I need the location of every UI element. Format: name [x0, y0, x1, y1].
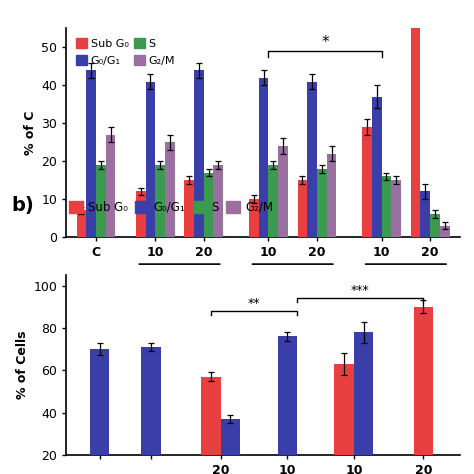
Bar [327, 154, 337, 237]
Bar [278, 146, 288, 237]
Bar [392, 180, 401, 237]
Bar [194, 70, 204, 237]
Text: (μM): (μM) [389, 298, 422, 310]
Bar [141, 347, 161, 474]
Bar [362, 127, 372, 237]
Y-axis label: % of Cells: % of Cells [16, 331, 29, 399]
Bar [411, 0, 420, 237]
Bar [204, 173, 213, 237]
Bar [155, 165, 165, 237]
Text: *: * [321, 35, 329, 50]
Bar [86, 70, 96, 237]
Text: **: ** [248, 297, 260, 310]
Bar [106, 135, 115, 237]
Text: LCA-Tam-DMAP: LCA-Tam-DMAP [356, 277, 456, 290]
Bar [440, 226, 449, 237]
Bar [317, 169, 327, 237]
Bar [201, 377, 221, 474]
Bar [278, 337, 297, 474]
Bar [249, 199, 259, 237]
Bar [372, 97, 382, 237]
Bar [354, 332, 373, 474]
Bar [221, 419, 240, 474]
Bar [213, 165, 223, 237]
Bar [90, 349, 109, 474]
Bar [382, 176, 392, 237]
Bar [77, 210, 86, 237]
Legend: Sub G₀, G₀/G₁, S, G₂/M: Sub G₀, G₀/G₁, S, G₂/M [72, 34, 180, 70]
Bar [307, 82, 317, 237]
Bar [420, 191, 430, 237]
Text: (μM): (μM) [163, 298, 196, 310]
Bar [298, 180, 307, 237]
Text: (μM): (μM) [276, 298, 310, 310]
Bar [146, 82, 155, 237]
Legend: Sub G₀, G₀/G₁, S, G₂/M: Sub G₀, G₀/G₁, S, G₂/M [64, 196, 278, 219]
Text: LCA-DMAP: LCA-DMAP [256, 277, 329, 290]
Bar [165, 142, 175, 237]
Bar [96, 165, 106, 237]
Bar [259, 78, 268, 237]
Y-axis label: % of C: % of C [24, 110, 37, 155]
Bar [136, 191, 146, 237]
Bar [430, 214, 440, 237]
Text: b): b) [11, 196, 34, 215]
Text: Tam: Tam [165, 277, 194, 290]
Bar [414, 307, 433, 474]
Bar [335, 364, 354, 474]
Bar [184, 180, 194, 237]
Bar [268, 165, 278, 237]
Text: ***: *** [351, 284, 370, 297]
